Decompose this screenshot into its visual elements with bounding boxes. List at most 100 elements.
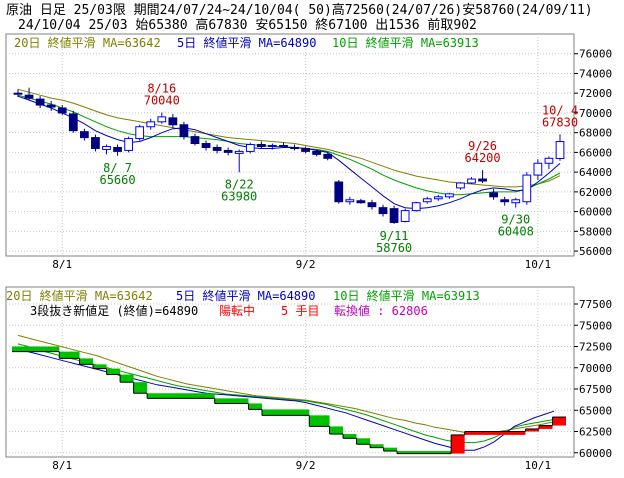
- candle-bearish: [356, 200, 366, 204]
- main-y-tick-label: 60000: [579, 206, 612, 219]
- annotation-low-date: 8/ 7: [103, 161, 132, 175]
- candle-bullish: [522, 174, 532, 203]
- renko-y-tick-label: 77500: [579, 298, 612, 311]
- annotation-low-price: 63980: [221, 189, 257, 203]
- main-y-tick-label: 62000: [579, 186, 612, 199]
- candle-bullish: [157, 116, 167, 123]
- annotation-low-price: 65660: [99, 173, 135, 187]
- candle-bearish: [256, 144, 266, 147]
- renko-plot-frame: [5, 286, 575, 458]
- candle-bearish: [212, 146, 222, 151]
- renko-brick-down: [248, 403, 262, 410]
- candle-bearish: [389, 208, 399, 223]
- annotation-low-date: 9/11: [380, 229, 409, 243]
- renko-brick-up: [552, 417, 566, 426]
- renko-brick-down: [370, 444, 384, 448]
- renko-brick-down: [261, 409, 310, 416]
- candle-bearish: [68, 113, 78, 132]
- renko-y-tick-label: 70000: [579, 362, 612, 375]
- renko-brick-down: [329, 426, 344, 435]
- candle-bearish: [13, 92, 23, 95]
- main-x-axis: 8/1 9/2 10/1: [52, 258, 551, 271]
- candle-bearish: [113, 146, 122, 152]
- candle-bearish: [79, 131, 89, 139]
- annotation-high-date: 9/26: [468, 139, 497, 153]
- renko-y-tick-label: 72500: [579, 341, 612, 354]
- candle-bearish: [378, 207, 388, 215]
- renko-brick-down: [309, 415, 330, 427]
- candle-bullish: [511, 199, 521, 204]
- candle-bearish: [489, 192, 499, 198]
- candle-bullish: [422, 198, 432, 203]
- renko-brick-down: [12, 346, 60, 352]
- renko-brick-down: [106, 368, 121, 375]
- renko-x-tick-label: 8/1: [52, 459, 72, 472]
- candle-bullish: [268, 144, 277, 147]
- renko-y-tick-label: 62500: [579, 426, 612, 439]
- main-y-tick-label: 76000: [579, 48, 612, 61]
- renko-reversal: 転換値 : 62806: [334, 303, 428, 318]
- main-y-tick-label: 66000: [579, 146, 612, 159]
- renko-brick-down: [79, 358, 94, 365]
- renko-brick-down: [133, 382, 148, 394]
- annotation-high-price: 67830: [542, 115, 578, 129]
- candle-bullish: [245, 144, 255, 152]
- candle-bullish: [102, 145, 111, 150]
- candle-bullish: [467, 178, 476, 184]
- renko-y-tick-label: 75000: [579, 319, 612, 332]
- renko-legend-ma5: 5日 終値平滑 MA=64890: [176, 288, 315, 303]
- candle-bearish: [35, 98, 45, 106]
- candle-bearish: [312, 150, 322, 155]
- candle-bullish: [433, 196, 443, 200]
- renko-y-axis: 77500 75000 72500 70000 67500 65000 62500 60000: [574, 298, 612, 460]
- candle-bearish: [323, 153, 333, 159]
- candle-bullish: [533, 162, 543, 176]
- header-line-2: 24/10/04 25/03 始65380 高67830 安65150 終671…: [18, 17, 477, 33]
- candle-bullish: [456, 182, 465, 189]
- candle-bullish: [411, 202, 421, 212]
- candle-bullish: [400, 210, 410, 222]
- candle-bullish: [234, 150, 244, 154]
- annotation-low-price: 60408: [498, 225, 534, 239]
- renko-brick-down: [93, 364, 107, 369]
- main-y-tick-label: 74000: [579, 67, 612, 80]
- renko-ma10-line: [17, 343, 555, 444]
- candle-bearish: [279, 144, 288, 147]
- ma5-line: [17, 95, 561, 210]
- main-y-tick-label: 70000: [579, 107, 612, 120]
- candle-bullish: [345, 199, 355, 203]
- candle-bearish: [500, 199, 510, 203]
- renko-brick-up: [525, 428, 539, 432]
- main-y-tick-label: 64000: [579, 166, 612, 179]
- candle-bearish: [223, 149, 233, 153]
- renko-brick-down: [397, 451, 452, 454]
- candle-bullish: [124, 138, 133, 151]
- renko-brick-down: [383, 447, 398, 452]
- candle-bearish: [179, 124, 189, 138]
- annotation-low-date: 9/30: [501, 213, 530, 227]
- renko-x-tick-label: 10/1: [525, 459, 552, 472]
- candle-bearish: [334, 181, 344, 203]
- renko-brick-up: [538, 425, 553, 429]
- main-y-tick-label: 72000: [579, 87, 612, 100]
- ma20-line: [17, 88, 561, 188]
- main-candles: [13, 87, 565, 224]
- renko-status: 陽転中: [219, 303, 255, 318]
- renko-legend-ma20: 20日 終値平滑 MA=63642: [6, 288, 153, 303]
- renko-y-tick-label: 67500: [579, 383, 612, 396]
- candle-bullish: [555, 141, 565, 160]
- annotation-high-date: 10/ 4: [542, 103, 578, 117]
- main-x-tick-label: 9/2: [296, 258, 316, 271]
- renko-count: 5 手目: [281, 304, 319, 318]
- main-x-tick-label: 10/1: [525, 258, 552, 271]
- renko-subtitle: 3段抜き新値足 (終値)=64890: [30, 303, 198, 318]
- renko-brick-down: [356, 438, 371, 445]
- renko-y-tick-label: 65000: [579, 404, 612, 417]
- candle-bearish: [478, 178, 487, 182]
- candle-bearish: [367, 202, 377, 208]
- candle-bearish: [168, 117, 178, 126]
- renko-brick-down: [59, 351, 80, 359]
- renko-legend-ma10: 10日 終値平滑 MA=63913: [333, 288, 480, 303]
